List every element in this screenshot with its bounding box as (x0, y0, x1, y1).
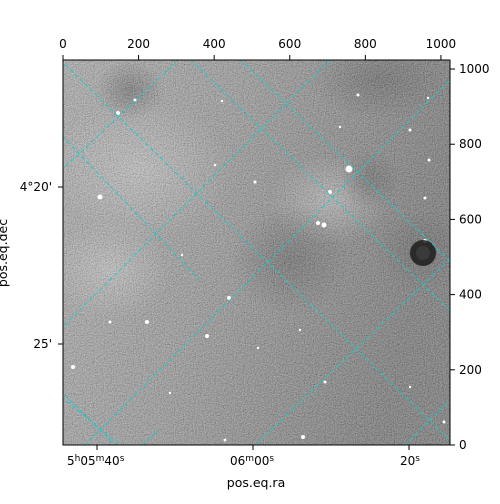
star (408, 128, 412, 132)
plot-frame (62, 59, 451, 446)
right-tick-label: 1000 (459, 62, 490, 76)
ra-tick-label-2: 20s (400, 454, 420, 468)
x-axis-label: pos.eq.ra (227, 475, 285, 490)
top-tick-label: 0 (59, 37, 67, 51)
star (423, 196, 427, 200)
star (301, 435, 305, 439)
star (345, 165, 353, 173)
star (168, 391, 172, 395)
top-tick-label: 600 (278, 37, 301, 51)
star (426, 96, 430, 100)
sky-image (63, 60, 450, 445)
ra-tick-label-0: 5h05m40s (67, 454, 125, 468)
star (298, 328, 302, 332)
star (180, 253, 184, 257)
ra-tick-label-1: 06m00s (230, 454, 274, 468)
top-tick-label: 1000 (426, 37, 457, 51)
star (256, 346, 260, 350)
star (223, 438, 227, 442)
dec-axis: 4°20' 25' (20, 180, 63, 351)
star (356, 93, 360, 97)
star (116, 111, 120, 115)
star (253, 180, 257, 184)
grid-line (63, 60, 331, 328)
right-tick-label: 0 (459, 438, 467, 452)
star (323, 380, 327, 384)
star (205, 334, 209, 338)
top-tick-label: 200 (127, 37, 150, 51)
top-tick-label: 400 (203, 37, 226, 51)
star (71, 365, 75, 369)
top-tick-label: 800 (354, 37, 377, 51)
star (408, 385, 412, 389)
grid-line (84, 79, 450, 445)
dec-tick-label-1: 25' (33, 337, 52, 351)
stars-layer (71, 93, 446, 442)
star (108, 320, 112, 324)
grid-line (63, 61, 450, 442)
grid-line (404, 399, 450, 445)
dec-tick-label-0: 4°20' (20, 180, 52, 194)
star (427, 158, 431, 162)
right-tick-label: 600 (459, 212, 482, 226)
ra-axis: 5h05m40s 06m00s 20s (67, 445, 420, 468)
right-tick-label: 400 (459, 288, 482, 302)
coordinate-grid (63, 60, 450, 445)
star (220, 99, 224, 103)
star (316, 221, 320, 225)
top-pixel-axis: 0 200 400 600 800 1000 (59, 37, 456, 60)
star (321, 222, 327, 228)
star (213, 163, 217, 167)
y-axis-label: pos.eq.dec (0, 219, 10, 287)
star (145, 320, 149, 324)
grid-line (63, 392, 116, 445)
grid-line (240, 60, 450, 262)
star (338, 125, 342, 129)
dark-feature-core (416, 246, 430, 260)
right-tick-label: 800 (459, 137, 482, 151)
star (97, 194, 103, 200)
right-tick-label: 200 (459, 363, 482, 377)
star (328, 190, 332, 194)
star (227, 296, 231, 300)
star (133, 98, 137, 102)
right-pixel-axis: 0 200 400 600 800 1000 (450, 62, 490, 452)
star (442, 420, 446, 424)
